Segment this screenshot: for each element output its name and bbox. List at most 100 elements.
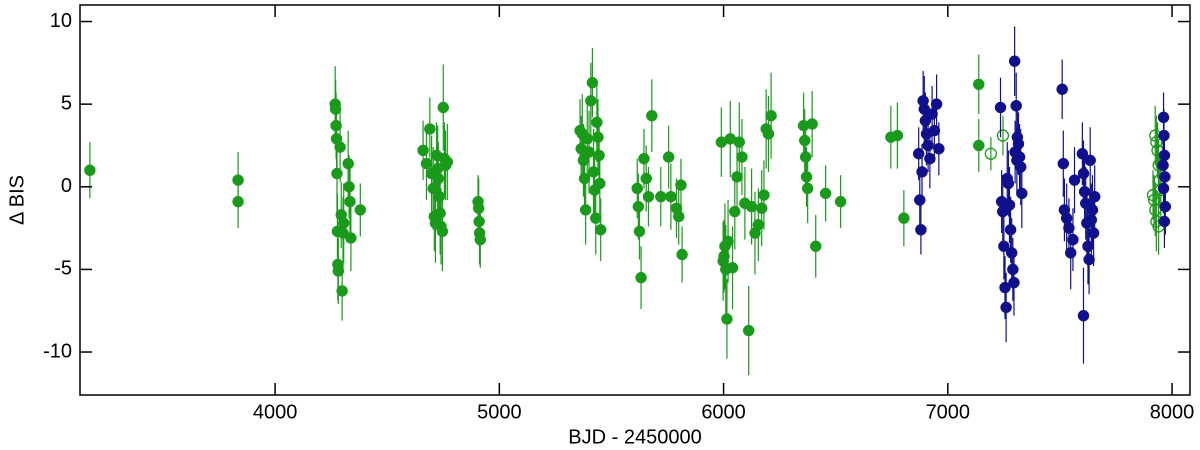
- data-point: [330, 119, 342, 132]
- data-point: [640, 172, 652, 185]
- data-point: [334, 141, 346, 153]
- data-point: [1082, 240, 1094, 253]
- data-point: [1157, 182, 1170, 195]
- data-point: [733, 136, 746, 148]
- data-point: [441, 156, 454, 168]
- data-point: [642, 190, 655, 203]
- data-point: [578, 172, 591, 185]
- data-point: [996, 129, 1010, 142]
- data-point: [1007, 263, 1019, 276]
- data-point: [984, 147, 998, 160]
- data-point: [594, 177, 606, 190]
- data-point: [662, 151, 675, 163]
- data-point: [745, 200, 758, 213]
- data-point: [912, 147, 925, 160]
- y-tick-label: -5: [54, 258, 72, 280]
- x-tick-label: 8000: [1150, 401, 1195, 423]
- data-point: [922, 139, 934, 152]
- data-point: [806, 118, 818, 130]
- data-point: [915, 223, 927, 236]
- data-point: [1087, 227, 1100, 239]
- data-point: [1004, 223, 1017, 236]
- data-point: [427, 182, 439, 195]
- data-point: [424, 123, 436, 135]
- data-point: [646, 109, 658, 122]
- y-axis-title: Δ BIS: [6, 175, 28, 225]
- x-tick-label: 7000: [926, 401, 971, 423]
- data-point: [635, 271, 647, 284]
- data-point: [928, 124, 941, 137]
- x-tick-label: 4000: [253, 401, 298, 423]
- data-point: [799, 134, 811, 147]
- data-point: [973, 78, 985, 91]
- data-point: [1158, 149, 1171, 162]
- data-point: [1067, 233, 1079, 246]
- data-point: [342, 157, 354, 170]
- data-point: [1010, 100, 1022, 112]
- data-point: [930, 98, 943, 110]
- data-point: [579, 204, 592, 216]
- data-point: [1016, 187, 1028, 200]
- data-point: [1003, 199, 1016, 211]
- data-point: [742, 324, 755, 337]
- data-point: [436, 225, 449, 238]
- x-tick-label: 6000: [701, 401, 746, 423]
- data-point: [594, 223, 607, 236]
- data-point: [891, 129, 904, 142]
- data-point: [1057, 157, 1070, 170]
- data-point: [638, 152, 650, 165]
- plot-marks: [84, 26, 1172, 376]
- data-point: [1146, 188, 1160, 202]
- data-point: [1077, 167, 1090, 180]
- data-point: [924, 152, 936, 165]
- data-point: [799, 151, 812, 163]
- data-point: [474, 233, 487, 246]
- data-point: [417, 144, 429, 157]
- data-point: [998, 240, 1010, 253]
- data-point: [1083, 253, 1095, 266]
- data-point: [577, 154, 590, 167]
- data-point: [1005, 247, 1018, 259]
- data-point: [1063, 222, 1075, 234]
- data-point: [1159, 171, 1171, 183]
- data-point: [1157, 159, 1169, 172]
- data-point: [1011, 154, 1023, 167]
- data-point: [587, 166, 600, 178]
- data-point: [1008, 55, 1021, 67]
- plot-frame: [79, 4, 1191, 396]
- data-point: [672, 210, 685, 223]
- data-point: [1147, 193, 1161, 207]
- data-point: [755, 202, 768, 215]
- data-point: [1078, 185, 1091, 198]
- data-point: [914, 194, 926, 206]
- data-point: [655, 190, 667, 203]
- data-point: [721, 313, 733, 325]
- data-point: [232, 195, 244, 208]
- data-point: [676, 248, 688, 261]
- data-point: [765, 109, 777, 122]
- data-point: [809, 240, 822, 253]
- data-point: [933, 143, 945, 155]
- data-point: [329, 103, 342, 115]
- data-point: [592, 131, 604, 143]
- data-point: [800, 171, 813, 183]
- data-point: [345, 232, 357, 244]
- data-point: [331, 167, 343, 180]
- data-point: [432, 172, 445, 185]
- data-point: [1068, 174, 1081, 186]
- data-point: [1157, 111, 1170, 124]
- data-point: [722, 235, 734, 248]
- data-point: [581, 133, 593, 145]
- data-point: [736, 151, 748, 163]
- data-point: [834, 195, 847, 208]
- data-point: [632, 200, 645, 213]
- data-point: [726, 262, 739, 274]
- y-tick-label: 10: [50, 10, 72, 32]
- data-point: [354, 204, 367, 216]
- y-tick-label: 5: [61, 92, 72, 114]
- data-point: [337, 217, 350, 229]
- data-point: [473, 215, 485, 228]
- data-point: [583, 146, 595, 158]
- y-tick-label: -10: [43, 340, 72, 362]
